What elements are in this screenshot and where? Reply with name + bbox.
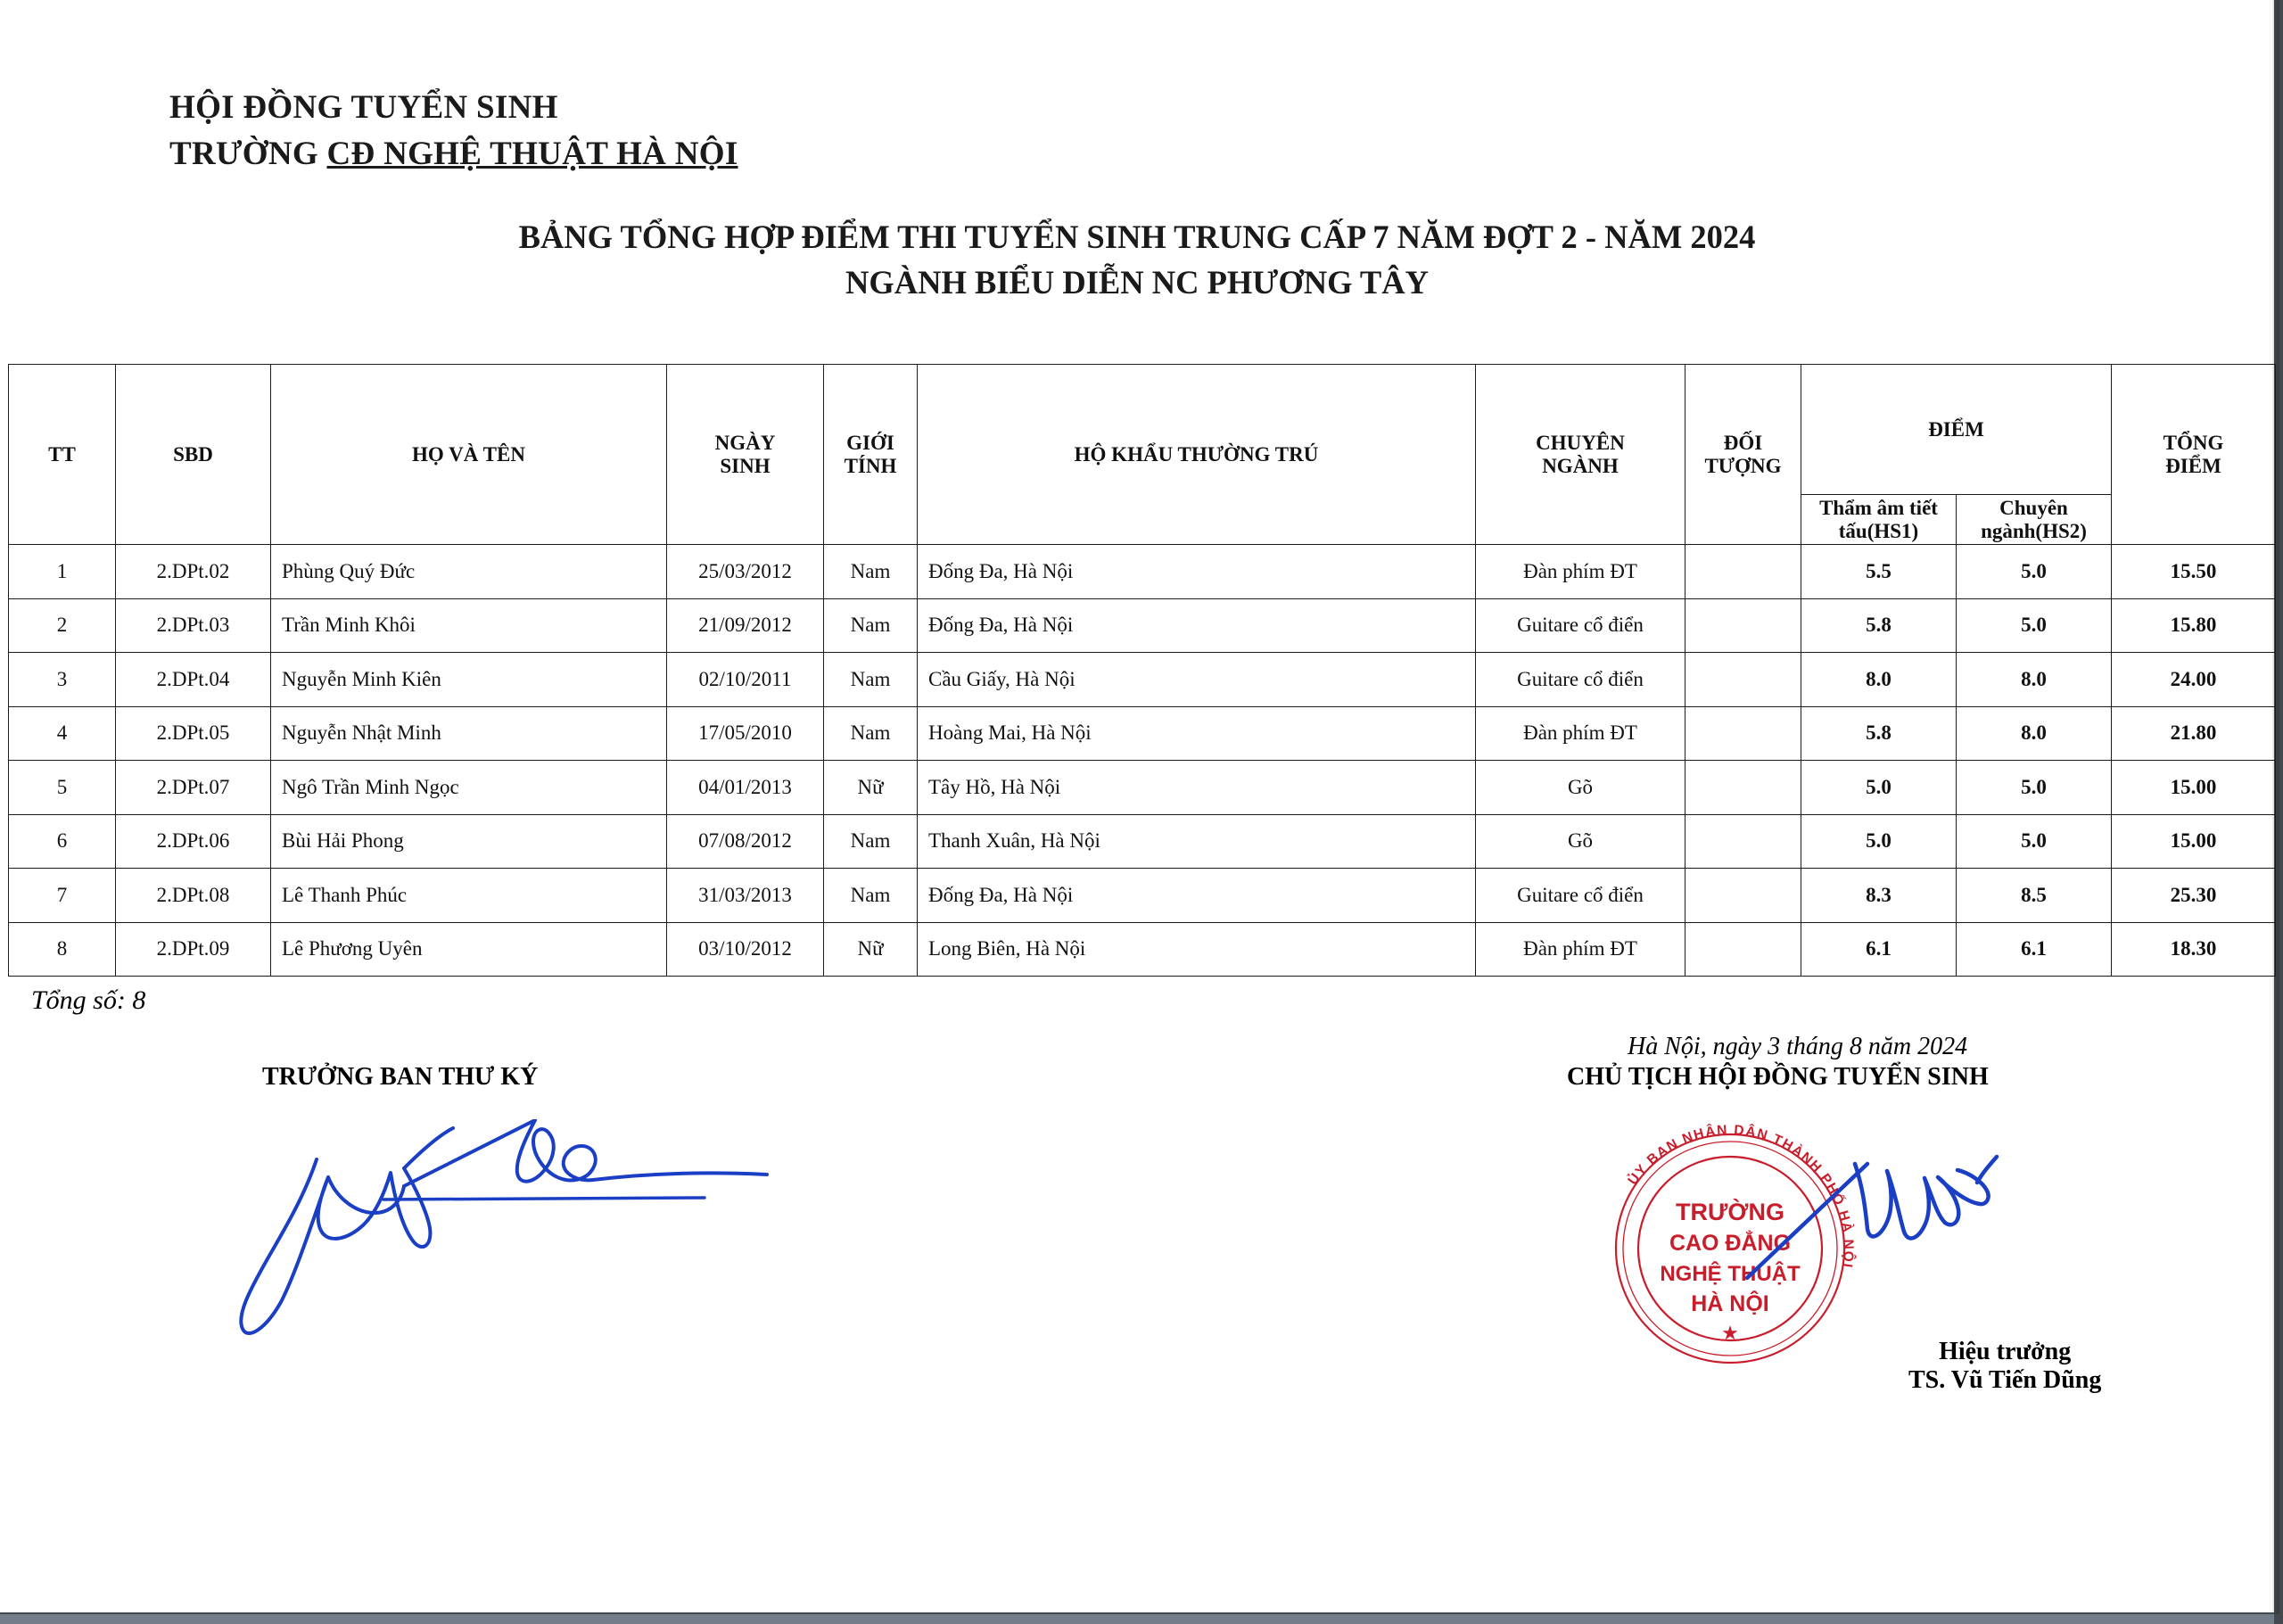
- svg-text:★: ★: [1721, 1322, 1739, 1344]
